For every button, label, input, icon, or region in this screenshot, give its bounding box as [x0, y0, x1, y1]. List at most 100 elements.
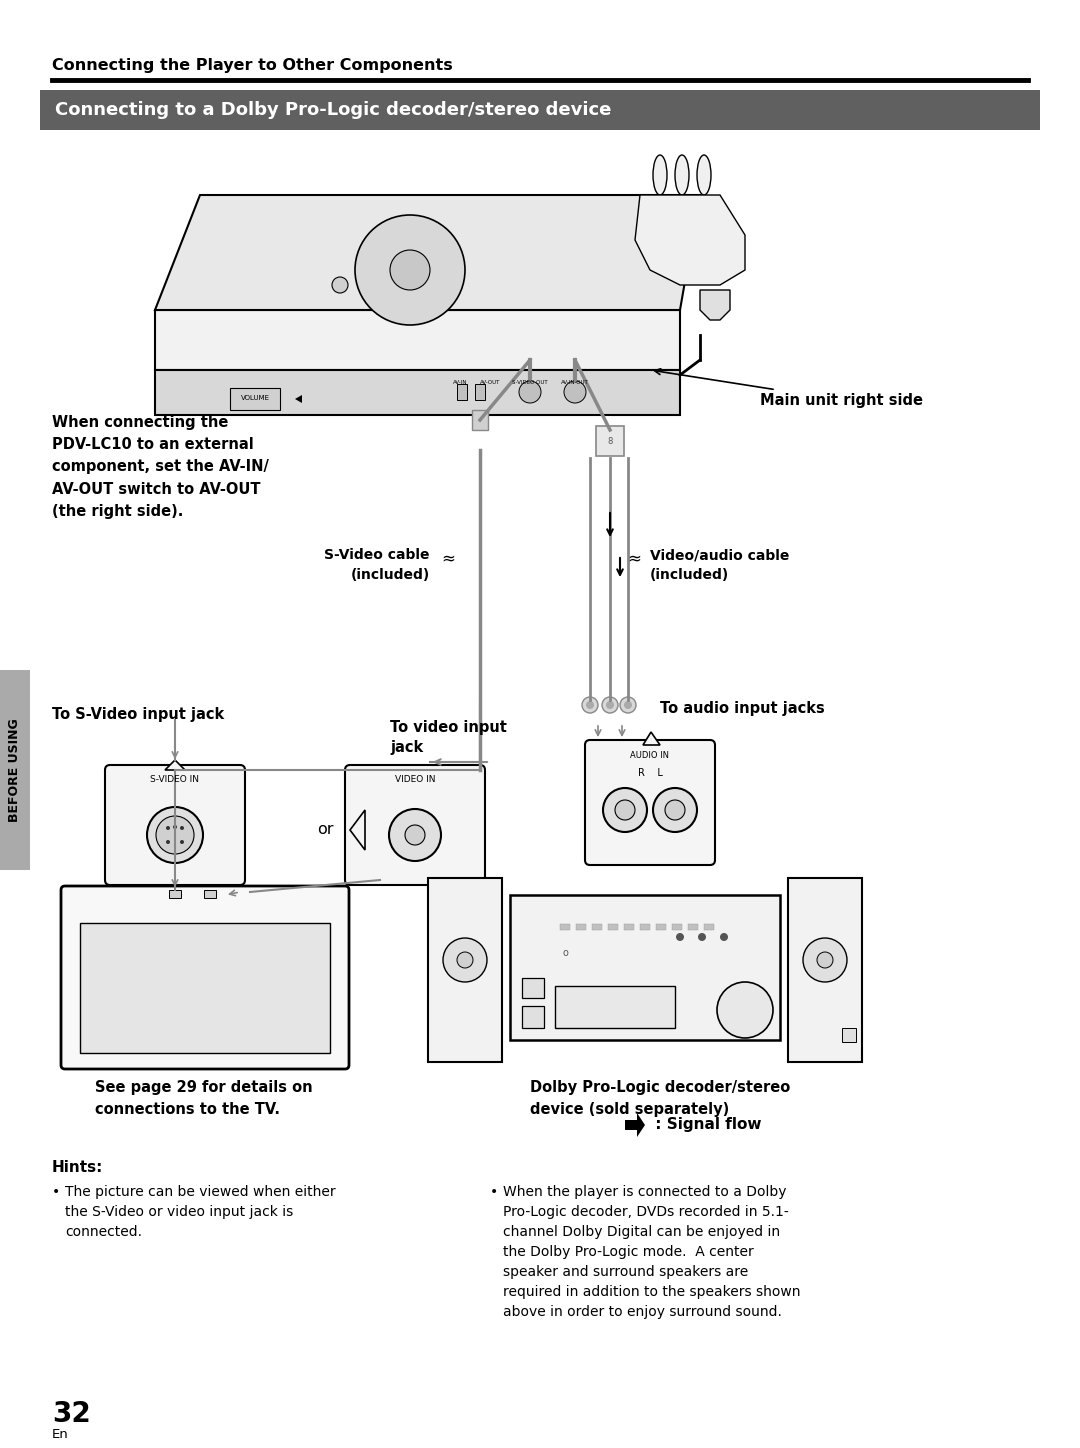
Text: o: o [562, 948, 568, 959]
Circle shape [173, 825, 177, 830]
FancyBboxPatch shape [105, 765, 245, 885]
Bar [204, 891, 216, 898]
Polygon shape [350, 809, 365, 850]
FancyBboxPatch shape [585, 740, 715, 864]
Text: To audio input jacks: To audio input jacks [660, 701, 825, 715]
Bar [842, 1028, 856, 1043]
Text: S-Video cable
(included): S-Video cable (included) [324, 549, 430, 582]
Circle shape [180, 825, 184, 830]
Ellipse shape [675, 155, 689, 195]
Ellipse shape [697, 155, 711, 195]
Text: Video/audio cable
(included): Video/audio cable (included) [650, 549, 789, 582]
Circle shape [389, 809, 441, 862]
Bar [522, 1006, 544, 1028]
Text: When connecting the
PDV-LC10 to an external
component, set the AV-IN/
AV-OUT swi: When connecting the PDV-LC10 to an exter… [52, 416, 269, 518]
Text: •: • [490, 1184, 498, 1199]
Polygon shape [156, 195, 700, 310]
Circle shape [720, 933, 728, 941]
Circle shape [603, 788, 647, 833]
Bar [656, 924, 666, 930]
Circle shape [519, 381, 541, 403]
Text: See page 29 for details on
connections to the TV.: See page 29 for details on connections t… [95, 1080, 312, 1118]
Text: Connecting the Player to Other Components: Connecting the Player to Other Component… [52, 58, 453, 72]
Circle shape [717, 982, 773, 1038]
Bar [168, 891, 181, 898]
Text: Dolby Pro-Logic decoder/stereo
device (sold separately): Dolby Pro-Logic decoder/stereo device (s… [530, 1080, 791, 1118]
Polygon shape [625, 1114, 645, 1137]
Text: Hints:: Hints: [52, 1160, 104, 1174]
Text: R    L: R L [637, 767, 662, 778]
Polygon shape [700, 290, 730, 320]
Text: AV-IN·OUT: AV-IN·OUT [562, 381, 589, 385]
Ellipse shape [653, 155, 667, 195]
Bar [40, 90, 1040, 130]
Bar [640, 924, 650, 930]
Circle shape [676, 933, 684, 941]
Text: To video input
jack: To video input jack [390, 720, 507, 754]
Polygon shape [635, 195, 745, 285]
Circle shape [355, 214, 465, 324]
Text: 8: 8 [607, 436, 612, 446]
Text: VOLUME: VOLUME [241, 395, 270, 401]
Polygon shape [156, 371, 680, 416]
Text: S-VIDEO OUT: S-VIDEO OUT [512, 381, 548, 385]
Text: S-VIDEO IN: S-VIDEO IN [150, 776, 200, 785]
Text: BEFORE USING: BEFORE USING [9, 718, 22, 822]
Bar [592, 924, 602, 930]
Text: VIDEO IN: VIDEO IN [395, 776, 435, 785]
Bar [688, 924, 698, 930]
Bar [0, 670, 30, 870]
Bar [457, 384, 467, 400]
Circle shape [816, 951, 833, 969]
Text: En: En [52, 1428, 69, 1441]
FancyBboxPatch shape [788, 877, 862, 1061]
Bar [608, 924, 618, 930]
Circle shape [332, 277, 348, 292]
Circle shape [582, 696, 598, 712]
Circle shape [405, 825, 426, 846]
Polygon shape [165, 760, 185, 770]
Polygon shape [295, 395, 302, 403]
Bar [561, 924, 570, 930]
Circle shape [147, 807, 203, 863]
Bar [475, 384, 485, 400]
Text: Connecting to a Dolby Pro-Logic decoder/stereo device: Connecting to a Dolby Pro-Logic decoder/… [55, 101, 611, 119]
Circle shape [457, 951, 473, 969]
FancyBboxPatch shape [345, 765, 485, 885]
Circle shape [615, 799, 635, 820]
Text: AUDIO IN: AUDIO IN [631, 752, 670, 760]
Circle shape [698, 933, 706, 941]
Circle shape [443, 938, 487, 982]
Text: When the player is connected to a Dolby
Pro-Logic decoder, DVDs recorded in 5.1-: When the player is connected to a Dolby … [503, 1184, 800, 1319]
Text: The picture can be viewed when either
the S-Video or video input jack is
connect: The picture can be viewed when either th… [65, 1184, 336, 1239]
Circle shape [166, 825, 170, 830]
Circle shape [665, 799, 685, 820]
Circle shape [653, 788, 697, 833]
Circle shape [624, 701, 632, 710]
Bar [704, 924, 714, 930]
Circle shape [804, 938, 847, 982]
Bar [522, 977, 544, 998]
Circle shape [390, 251, 430, 290]
FancyBboxPatch shape [428, 877, 502, 1061]
Text: or: or [316, 822, 334, 837]
Bar [672, 924, 681, 930]
Bar [80, 922, 330, 1053]
Circle shape [620, 696, 636, 712]
Text: : Signal flow: : Signal flow [650, 1118, 761, 1132]
Text: ≈: ≈ [441, 549, 455, 568]
Bar [510, 895, 780, 1040]
Circle shape [180, 840, 184, 844]
Circle shape [564, 381, 586, 403]
Bar [576, 924, 586, 930]
Bar [555, 986, 675, 1028]
Bar [230, 388, 280, 410]
Text: Main unit right side: Main unit right side [654, 369, 923, 407]
Bar [596, 426, 624, 456]
Circle shape [606, 701, 615, 710]
Circle shape [602, 696, 618, 712]
Text: 32: 32 [52, 1400, 91, 1428]
Circle shape [166, 840, 170, 844]
Polygon shape [156, 310, 680, 371]
Circle shape [156, 817, 194, 854]
